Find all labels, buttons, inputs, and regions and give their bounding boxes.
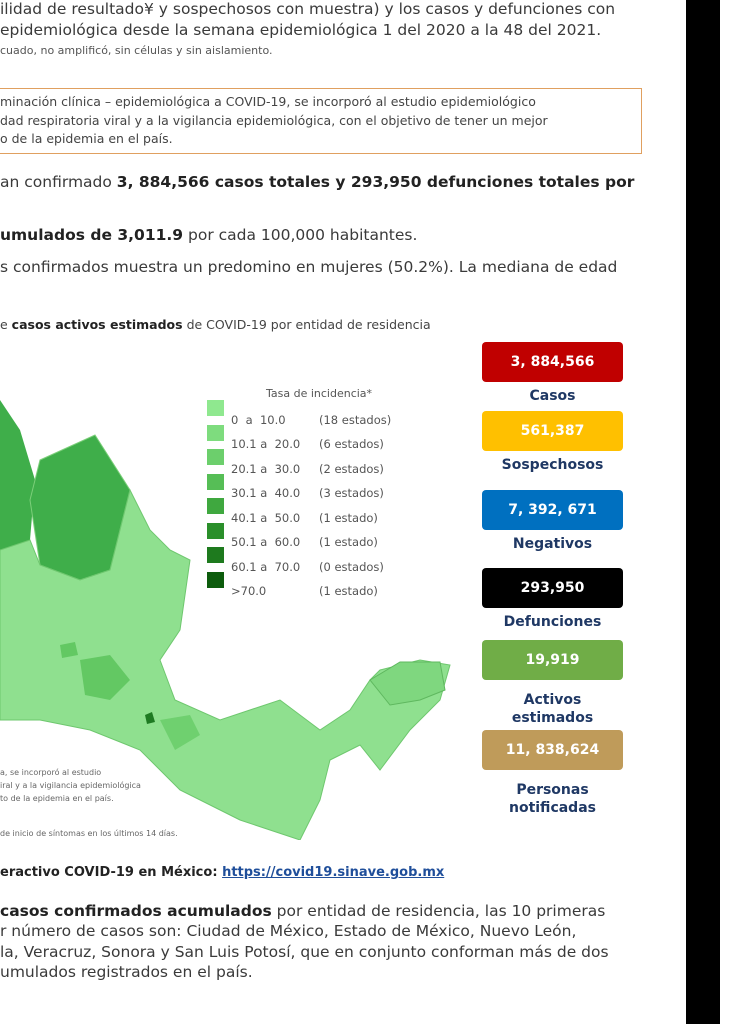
legend-title: Tasa de incidencia*	[266, 387, 373, 400]
legend-count: (0 estados)	[319, 559, 384, 574]
bold-text: umulados de 3,011.9	[0, 226, 184, 244]
bold-text: 3, 884,566 casos totales y 293,950 defun…	[116, 173, 635, 191]
legend-swatch	[207, 449, 224, 465]
state	[369, 661, 446, 706]
stat-card: 561,387	[482, 411, 623, 451]
map-note: to de la epidemia en el país.	[0, 794, 114, 803]
state	[0, 400, 35, 550]
state	[160, 715, 200, 750]
text-line: ilidad de resultado¥ y sospechosos con m…	[0, 0, 616, 18]
legend-count: (1 estado)	[319, 535, 378, 549]
legend-swatch	[207, 400, 224, 416]
stat-card: 19,919	[482, 640, 623, 680]
text: eractivo COVID-19 en México:	[0, 865, 223, 880]
text-line: epidemiológica desde la semana epidemiol…	[0, 21, 602, 39]
stat-card: 293,950	[482, 568, 623, 608]
state	[60, 642, 78, 658]
text: an confirmado	[0, 173, 117, 191]
side-bar	[686, 0, 720, 1024]
text: por entidad de residencia, las 10 primer…	[271, 902, 606, 920]
legend-swatch	[207, 498, 224, 514]
paragraph: an confirmado 3, 884,566 casos totales y…	[0, 173, 634, 191]
legend-swatch	[207, 571, 224, 588]
legend-swatch	[207, 473, 224, 490]
legend-count: (3 estados)	[319, 486, 384, 500]
legend-count: (6 estados)	[319, 437, 384, 451]
stat-card: 7, 392, 671	[482, 490, 623, 530]
text-line: minación clínica – epidemiológica a COVI…	[0, 94, 536, 109]
legend-swatch	[207, 522, 224, 539]
stat-label: Defunciones	[503, 614, 602, 630]
text-line: o de la epidemia en el país.	[0, 131, 173, 146]
text-line: dad respiratoria viral y a la vigilancia…	[0, 113, 548, 128]
state	[145, 712, 155, 724]
legend-count: (2 estados)	[319, 461, 384, 476]
legend-count: (1 estado)	[319, 584, 378, 598]
stat-label: notificadas	[508, 800, 596, 816]
stat-label: estimados	[511, 710, 594, 726]
text: e	[0, 317, 12, 332]
bold-text: casos confirmados acumulados	[0, 902, 272, 920]
map-note: iral y a la vigilancia epidemiológica	[0, 781, 141, 790]
note: cuado, no amplificó, sin células y sin a…	[0, 44, 273, 57]
paragraph: s confirmados muestra un predomino en mu…	[0, 258, 618, 276]
link[interactable]: https://covid19.sinave.gob.mx	[222, 865, 445, 880]
legend-count: (1 estado)	[319, 510, 378, 525]
figure-caption: e casos activos estimados de COVID-19 po…	[0, 317, 431, 332]
legend-range: 20.1 a 30.0	[231, 461, 301, 476]
footnote: de inicio de síntomas en los últimos 14 …	[0, 829, 178, 838]
state	[80, 655, 130, 700]
legend-range: 10.1 a 20.0	[231, 437, 301, 451]
text-line: casos confirmados acumulados por entidad…	[0, 902, 605, 920]
legend-swatch	[207, 424, 224, 441]
bold-text: casos activos estimados	[11, 317, 183, 332]
legend-range: 30.1 a 40.0	[231, 486, 301, 500]
map-note: a, se incorporó al estudio	[0, 768, 102, 777]
text: de COVID-19 por entidad de residencia	[182, 317, 431, 332]
legend-range: 0 a 10.0	[231, 412, 286, 427]
legend-range: 50.1 a 60.0	[231, 535, 301, 549]
legend-range: >70.0	[231, 584, 267, 598]
text-line: r número de casos son: Ciudad de México,…	[0, 922, 577, 940]
text: por cada 100,000 habitantes.	[183, 226, 418, 244]
stat-label: Negativos	[512, 536, 593, 552]
stat-label: Casos	[529, 388, 576, 404]
text-line: la, Veracruz, Sonora y San Luis Potosí, …	[0, 943, 609, 961]
stat-card: 11, 838,624	[482, 730, 623, 770]
stat-card: 3, 884,566	[482, 342, 623, 382]
legend-range: 40.1 a 50.0	[231, 510, 301, 525]
text-line: umulados registrados en el país.	[0, 963, 253, 981]
paragraph: umulados de 3,011.9 por cada 100,000 hab…	[0, 226, 417, 244]
country	[0, 488, 451, 840]
link-line: eractivo COVID-19 en México: https://cov…	[0, 865, 444, 880]
boxed-note	[0, 88, 642, 154]
stat-label: Activos	[523, 692, 582, 708]
map	[0, 400, 451, 840]
stat-label: Sospechosos	[501, 457, 604, 473]
legend-swatch	[207, 547, 224, 563]
legend-count: (18 estados)	[319, 412, 392, 427]
stat-label: Personas	[516, 782, 589, 798]
legend-range: 60.1 a 70.0	[231, 559, 301, 574]
